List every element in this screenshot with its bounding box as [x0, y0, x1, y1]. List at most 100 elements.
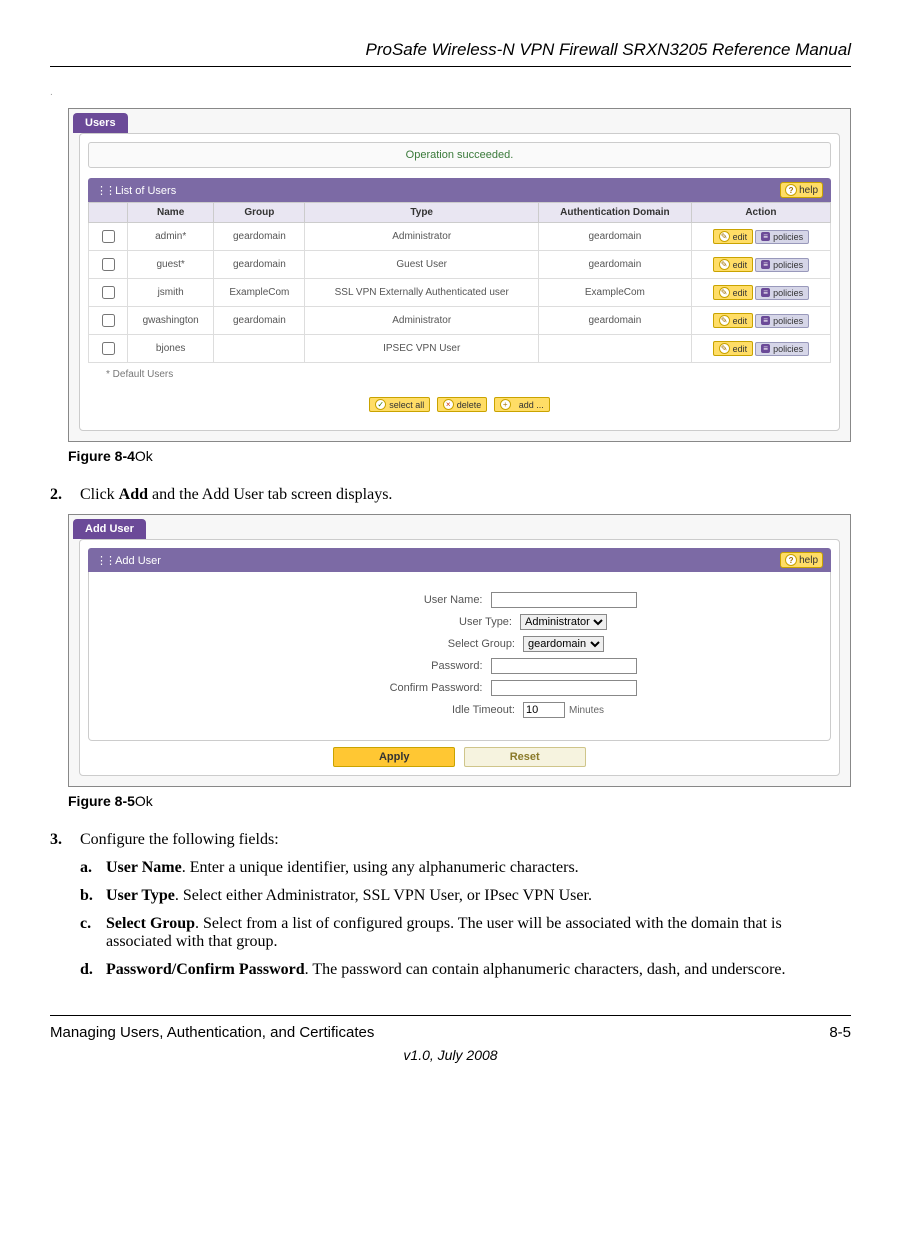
row-checkbox[interactable]: [102, 230, 115, 243]
usertype-label: User Type:: [312, 616, 520, 628]
cell-name: bjones: [128, 335, 214, 363]
password-input[interactable]: [491, 658, 637, 674]
substep: a.User Name. Enter a unique identifier, …: [80, 859, 851, 877]
table-button-row: ✓select all ×delete + add ...: [88, 390, 831, 422]
cell-domain: geardomain: [538, 223, 691, 251]
add-user-screenshot: Add User Add User help User Name: User T…: [68, 514, 851, 787]
policies-button[interactable]: ≡policies: [755, 258, 809, 272]
substep: c.Select Group. Select from a list of co…: [80, 915, 851, 951]
table-row: bjones IPSEC VPN User ✎edit≡policies: [89, 335, 831, 363]
cell-group: geardomain: [214, 307, 305, 335]
figure-8-5-caption: Figure 8-5Ok: [68, 793, 851, 809]
add-user-form: User Name: User Type: Administrator Sele…: [88, 572, 831, 741]
step-3: 3. Configure the following fields:: [50, 831, 851, 849]
cell-name: gwashington: [128, 307, 214, 335]
idle-input[interactable]: [523, 702, 565, 718]
apply-bar: Apply Reset: [88, 747, 831, 767]
add-user-panel: Add User help User Name: User Type: Admi…: [79, 539, 840, 776]
step-2-text: Click Add and the Add User tab screen di…: [80, 486, 392, 504]
footer-right: 8-5: [829, 1024, 851, 1041]
table-row: guest*geardomainGuest Usergeardomain✎edi…: [89, 251, 831, 279]
password-label: Password:: [283, 660, 491, 672]
idle-unit: Minutes: [569, 705, 604, 716]
col-domain: Authentication Domain: [538, 203, 691, 223]
cell-name: jsmith: [128, 279, 214, 307]
footer-left: Managing Users, Authentication, and Cert…: [50, 1024, 374, 1041]
cell-domain: geardomain: [538, 307, 691, 335]
confirm-label: Confirm Password:: [283, 682, 491, 694]
tab-row: Users: [69, 109, 850, 133]
tab-row-2: Add User: [69, 515, 850, 539]
selectgroup-label: Select Group:: [315, 638, 523, 650]
page-footer: Managing Users, Authentication, and Cert…: [50, 1015, 851, 1063]
idle-label: Idle Timeout:: [315, 704, 523, 716]
tab-add-user[interactable]: Add User: [73, 519, 146, 539]
help-button-2[interactable]: help: [780, 552, 823, 568]
add-button[interactable]: + add ...: [494, 397, 550, 412]
tab-users[interactable]: Users: [73, 113, 128, 133]
cell-group: ExampleCom: [214, 279, 305, 307]
users-table: Name Group Type Authentication Domain Ac…: [88, 202, 831, 363]
reset-button[interactable]: Reset: [464, 747, 586, 767]
col-name: Name: [128, 203, 214, 223]
username-input[interactable]: [491, 592, 637, 608]
col-checkbox: [89, 203, 128, 223]
table-row: admin*geardomainAdministratorgeardomain✎…: [89, 223, 831, 251]
edit-button[interactable]: ✎edit: [713, 285, 754, 300]
row-checkbox[interactable]: [102, 314, 115, 327]
cell-group: geardomain: [214, 223, 305, 251]
policies-button[interactable]: ≡policies: [755, 314, 809, 328]
substep-text: User Name. Enter a unique identifier, us…: [106, 859, 579, 877]
substep-text: Select Group. Select from a list of conf…: [106, 915, 851, 951]
policies-button[interactable]: ≡policies: [755, 230, 809, 244]
select-all-button[interactable]: ✓select all: [369, 397, 430, 412]
substep-letter: d.: [80, 961, 106, 979]
cell-group: [214, 335, 305, 363]
delete-button[interactable]: ×delete: [437, 397, 488, 412]
selectgroup-select[interactable]: geardomain: [523, 636, 604, 652]
table-row: gwashingtongeardomainAdministratorgeardo…: [89, 307, 831, 335]
edit-button[interactable]: ✎edit: [713, 313, 754, 328]
section-title: List of Users: [96, 184, 176, 197]
users-panel: Operation succeeded. List of Users help …: [79, 133, 840, 431]
step-2-number: 2.: [50, 486, 80, 504]
col-group: Group: [214, 203, 305, 223]
confirm-input[interactable]: [491, 680, 637, 696]
edit-button[interactable]: ✎edit: [713, 341, 754, 356]
policies-button[interactable]: ≡policies: [755, 342, 809, 356]
row-checkbox[interactable]: [102, 258, 115, 271]
cell-type: Administrator: [305, 307, 539, 335]
row-checkbox[interactable]: [102, 342, 115, 355]
figure-8-4-caption: Figure 8-4Ok: [68, 448, 851, 464]
edit-button[interactable]: ✎edit: [713, 257, 754, 272]
cell-name: admin*: [128, 223, 214, 251]
apply-button[interactable]: Apply: [333, 747, 455, 767]
list-of-users-bar: List of Users help: [88, 178, 831, 202]
status-message: Operation succeeded.: [88, 142, 831, 168]
usertype-select[interactable]: Administrator: [520, 614, 607, 630]
policies-button[interactable]: ≡policies: [755, 286, 809, 300]
substep: d.Password/Confirm Password. The passwor…: [80, 961, 851, 979]
substep-letter: a.: [80, 859, 106, 877]
username-label: User Name:: [283, 594, 491, 606]
page-header: ProSafe Wireless-N VPN Firewall SRXN3205…: [50, 40, 851, 67]
marker-dot: .: [50, 87, 851, 98]
footer-version: v1.0, July 2008: [50, 1047, 851, 1063]
col-type: Type: [305, 203, 539, 223]
row-checkbox[interactable]: [102, 286, 115, 299]
substep-letter: c.: [80, 915, 106, 951]
col-action: Action: [691, 203, 830, 223]
step-2: 2. Click Add and the Add User tab screen…: [50, 486, 851, 504]
help-button[interactable]: help: [780, 182, 823, 198]
substep-text: Password/Confirm Password. The password …: [106, 961, 786, 979]
substep-letter: b.: [80, 887, 106, 905]
cell-group: geardomain: [214, 251, 305, 279]
table-row: jsmithExampleComSSL VPN Externally Authe…: [89, 279, 831, 307]
cell-type: Guest User: [305, 251, 539, 279]
default-users-note: * Default Users: [88, 363, 831, 390]
section-title-2: Add User: [96, 554, 161, 567]
substep: b.User Type. Select either Administrator…: [80, 887, 851, 905]
cell-type: SSL VPN Externally Authenticated user: [305, 279, 539, 307]
edit-button[interactable]: ✎edit: [713, 229, 754, 244]
cell-type: IPSEC VPN User: [305, 335, 539, 363]
